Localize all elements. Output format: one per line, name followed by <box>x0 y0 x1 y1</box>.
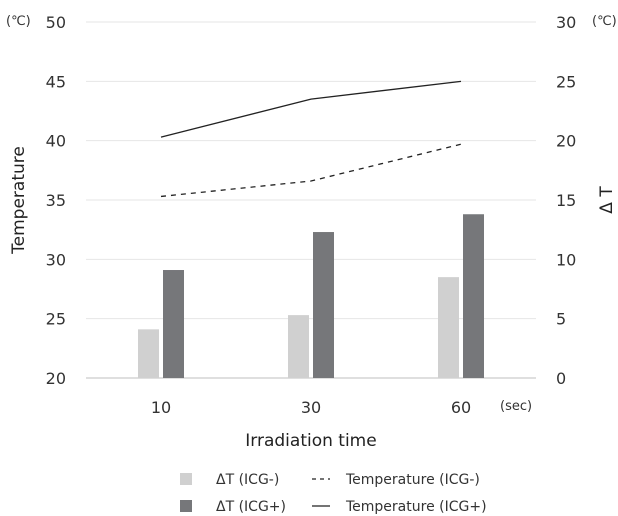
bar-dt-icg-minus <box>438 277 459 378</box>
right-tick-label: 30 <box>556 13 576 32</box>
left-tick-label: 30 <box>46 250 66 269</box>
line-temp-icg-minus <box>160 143 462 198</box>
x-axis-ticks: 10 30 60 <box>151 398 471 417</box>
right-tick-label: 25 <box>556 72 576 91</box>
legend-label-temp-icg-minus: Temperature (ICG-) <box>345 472 480 488</box>
right-tick-label: 5 <box>556 310 566 329</box>
right-axis-unit: (℃) <box>592 14 617 29</box>
right-tick-label: 15 <box>556 191 576 210</box>
bar-dt-icg-minus <box>138 329 159 378</box>
legend-label-dt-icg-minus: ΔT (ICG-) <box>216 472 279 488</box>
right-tick-label: 0 <box>556 369 566 388</box>
legend-label-dt-icg-plus: ΔT (ICG+) <box>216 499 286 515</box>
right-axis-ticks: 0 5 10 15 20 25 30 <box>556 13 576 388</box>
x-tick-label: 30 <box>301 398 321 417</box>
right-tick-label: 20 <box>556 132 576 151</box>
left-axis-ticks: 20 25 30 35 40 45 50 <box>46 13 66 388</box>
x-tick-label: 60 <box>451 398 471 417</box>
x-axis-title: Irradiation time <box>245 431 376 451</box>
left-axis-unit: (℃) <box>6 14 31 29</box>
right-axis-title: Δ T <box>597 186 617 214</box>
legend-label-temp-icg-plus: Temperature (ICG+) <box>345 499 487 515</box>
x-axis-unit: (sec) <box>500 399 532 414</box>
left-axis-title: Temperature <box>9 146 29 255</box>
left-tick-label: 25 <box>46 310 66 329</box>
bar-dt-icg-plus <box>313 232 334 378</box>
right-tick-label: 10 <box>556 250 576 269</box>
x-tick-label: 10 <box>151 398 171 417</box>
bar-dt-icg-minus <box>288 315 309 378</box>
legend-swatch-dt-icg-minus <box>180 473 192 485</box>
bars <box>138 214 484 378</box>
legend: ΔT (ICG-) ΔT (ICG+) Temperature (ICG-) T… <box>180 472 487 515</box>
bar-dt-icg-plus <box>163 270 184 378</box>
left-tick-label: 50 <box>46 13 66 32</box>
lines <box>160 80 462 198</box>
gridlines <box>86 21 536 379</box>
left-tick-label: 40 <box>46 132 66 151</box>
left-tick-label: 35 <box>46 191 66 210</box>
left-tick-label: 45 <box>46 72 66 91</box>
line-temp-icg-plus <box>160 80 462 138</box>
left-tick-label: 20 <box>46 369 66 388</box>
bar-dt-icg-plus <box>463 214 484 378</box>
legend-swatch-dt-icg-plus <box>180 500 192 512</box>
